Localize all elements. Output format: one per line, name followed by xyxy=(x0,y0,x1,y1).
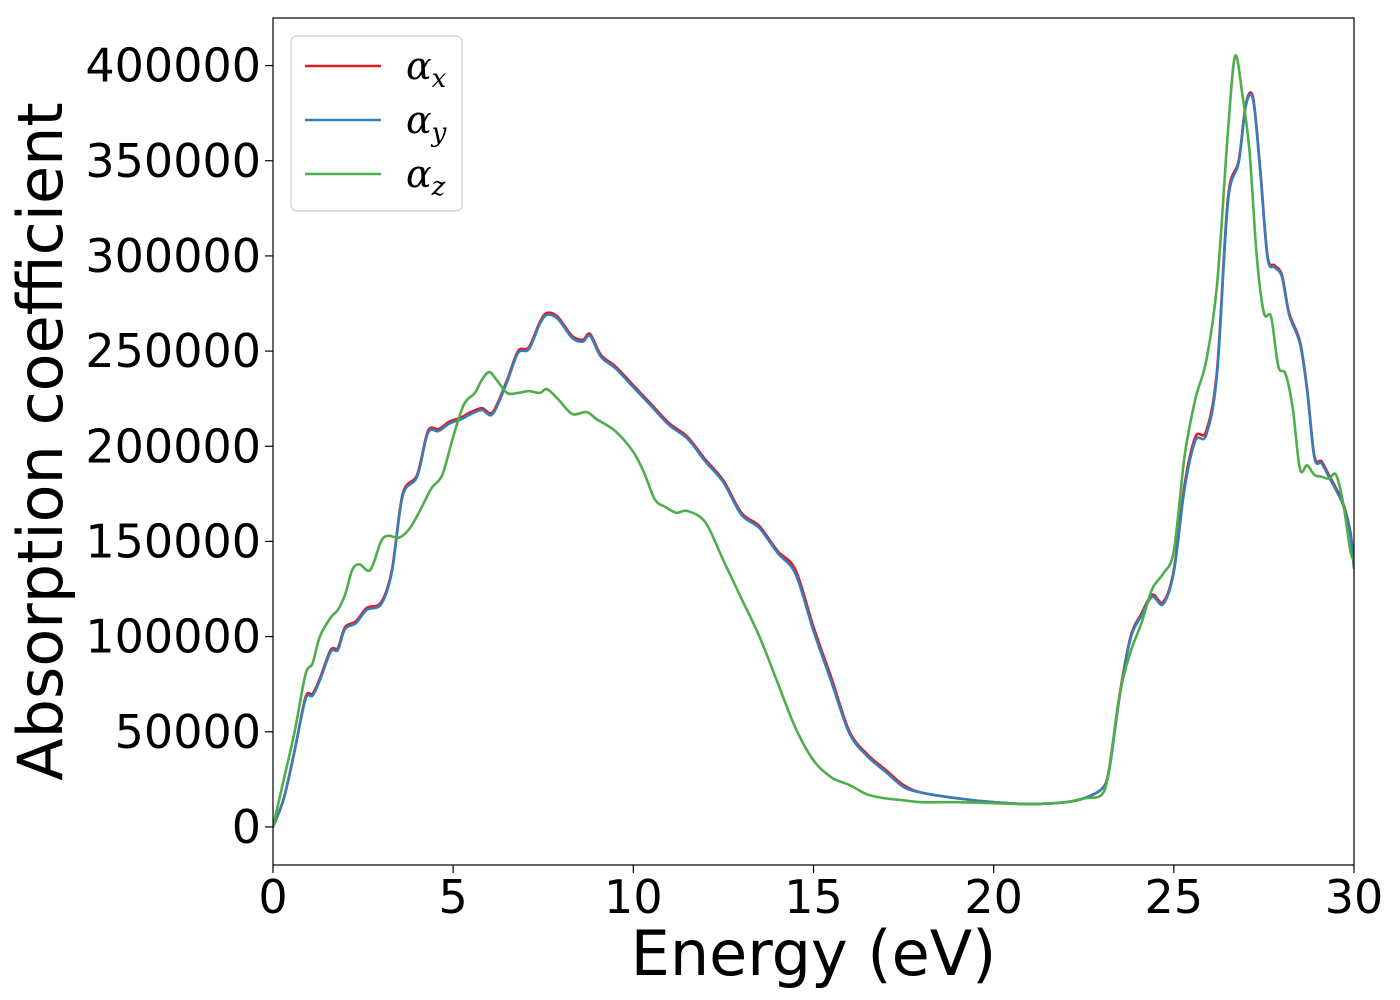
legend-label-z: αz xyxy=(406,152,446,202)
x-tick-label: 25 xyxy=(1145,870,1204,924)
legend-box xyxy=(290,35,463,212)
series-line-y xyxy=(273,93,1354,829)
x-tick-label: 20 xyxy=(964,870,1023,924)
x-tick-label: 10 xyxy=(604,870,663,924)
x-tick-label: 15 xyxy=(784,870,843,924)
y-tick-label: 150000 xyxy=(85,514,261,568)
x-axis-title: Energy (eV) xyxy=(631,917,997,990)
axes-layer: 0 5 10 15 20 25 30 0 50000 100000 150000 200000 2500… xyxy=(85,39,1383,924)
legend-subscript: y xyxy=(431,118,447,148)
y-tick-label: 300000 xyxy=(85,229,261,283)
y-tick-label: 200000 xyxy=(85,419,261,473)
y-axis-title: Absorption coefficient xyxy=(4,102,77,781)
x-tick-label: 30 xyxy=(1325,870,1384,924)
series-line-z xyxy=(273,54,1354,829)
y-tick-label: 400000 xyxy=(85,39,261,93)
legend-symbol: α xyxy=(406,44,432,88)
legend-label-x: αx xyxy=(406,44,447,94)
legend-subscript: x xyxy=(432,64,447,94)
y-tick-label: 250000 xyxy=(85,324,261,378)
y-tick-label: 350000 xyxy=(85,134,261,188)
series-layer xyxy=(273,54,1354,829)
y-tick-label: 0 xyxy=(232,800,261,854)
legend-label-y: αy xyxy=(406,98,447,148)
legend-symbol: α xyxy=(406,98,432,142)
legend-subscript: z xyxy=(431,172,446,202)
y-tick-label: 50000 xyxy=(115,705,261,759)
y-tick-label: 100000 xyxy=(85,610,261,664)
x-tick-label: 5 xyxy=(439,870,468,924)
x-tick-label: 0 xyxy=(258,870,287,924)
legend-symbol: α xyxy=(406,152,432,196)
